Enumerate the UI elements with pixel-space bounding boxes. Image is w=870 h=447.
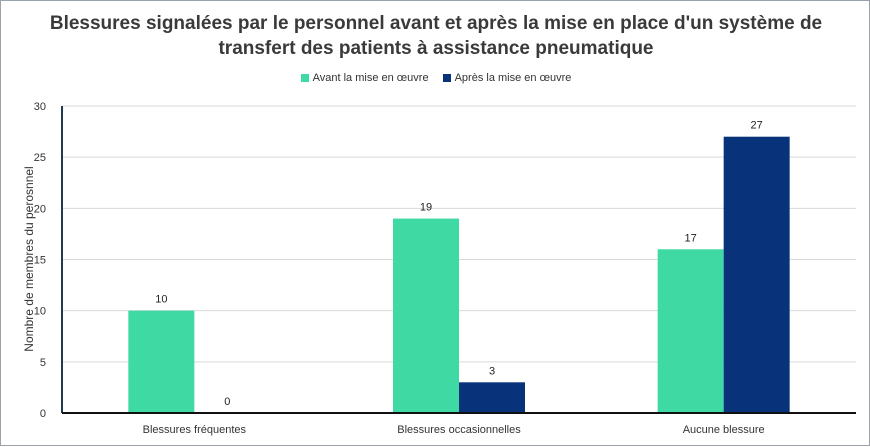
bar [459,382,525,413]
y-tick-label: 5 [40,357,46,369]
legend-swatch-avant [300,74,309,82]
y-tick-label: 15 [34,255,46,267]
data-label: 19 [420,202,432,214]
x-tick-label: Blessures occasionnelles [397,424,521,436]
x-tick-label: Aucune blessure [683,424,765,436]
legend-label-avant: Avant la mise en œuvre [312,72,429,84]
y-axis-title: Nombre de membres du perosnnel [22,166,36,352]
bar [128,310,195,413]
data-label: 10 [155,294,167,306]
legend-item-apres: Après la mise en œuvre [442,72,572,84]
legend-label-apres: Après la mise en œuvre [454,72,572,84]
legend-item-avant: Avant la mise en œuvre [300,72,429,84]
y-tick-label: 20 [34,203,46,215]
y-tick-label: 0 [40,408,46,420]
y-tick-label: 30 [34,101,46,113]
bar [657,249,724,413]
chart-title: Blessures signalées par le personnel ava… [49,13,823,59]
data-label: 3 [489,365,495,377]
data-label: 27 [751,120,763,132]
y-tick-label: 25 [34,152,46,164]
legend-swatch-apres [442,74,451,82]
bar [723,136,790,413]
y-tick-label: 10 [34,306,46,318]
bar [393,218,459,413]
data-label: 0 [224,396,230,408]
x-tick-label: Blessures fréquentes [143,424,247,436]
data-label: 17 [685,232,697,244]
chart-legend: Avant la mise en œuvre Après la mise en … [1,72,870,84]
